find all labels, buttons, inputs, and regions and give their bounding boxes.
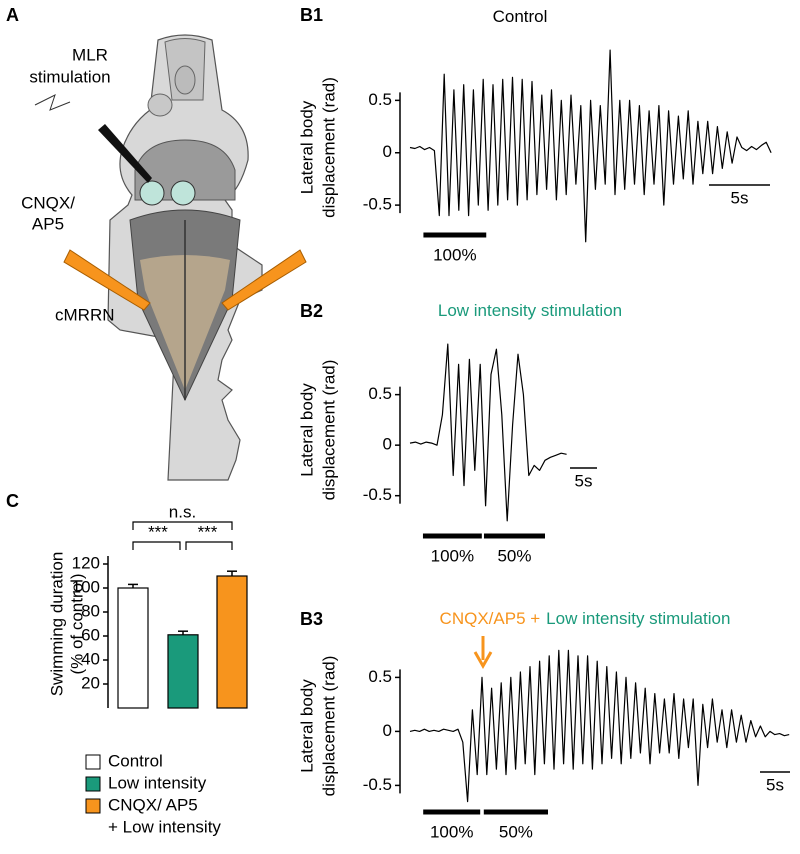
legend-label: Control [108,751,163,770]
y-tick-label: 60 [81,625,100,644]
y-axis-label: displacement (rad) [319,360,338,501]
panel-label: B2 [300,301,323,321]
y-axis-label: displacement (rad) [319,77,338,218]
scale-bar-label: 5s [766,775,784,794]
stimulus-label: 100% [431,546,474,565]
y-tick-label: 100 [72,577,100,596]
panel-title: CNQX/AP5 + Low intensity stimulation [440,609,731,628]
y-axis-label: Swimming duration [47,552,66,697]
bar [117,587,149,709]
y-tick-label: 120 [72,553,100,572]
legend-swatch [85,798,101,814]
panel-label: B1 [300,5,323,25]
y-tick-label: 0 [383,435,392,454]
trace [409,49,772,243]
stimulus-label: 50% [499,822,533,841]
stimulus-label: 100% [433,245,476,264]
diagram-label: AP5 [32,214,64,233]
legend-swatch [85,754,101,770]
diagram-label: stimulation [29,67,110,86]
title-part: CNQX/AP5 + [440,609,541,628]
y-tick-label: 0.5 [368,667,392,686]
significance-bracket [132,541,181,550]
y-tick-label: -0.5 [363,775,392,794]
legend-label: + Low intensity [108,817,221,836]
diagram-label: CNQX/ [21,193,75,212]
scale-bar-label: 5s [575,471,593,490]
y-tick-label: 0.5 [368,90,392,109]
bar [216,575,248,709]
legend-swatch [85,776,101,792]
y-axis-label: Lateral body [297,679,316,773]
legend-label: Low intensity [108,773,207,792]
y-axis-label: Lateral body [297,100,316,194]
significance-label: n.s. [169,502,196,521]
brain-diagram [34,34,307,481]
panel-title: Low intensity stimulation [438,301,622,320]
y-tick-label: 80 [81,601,100,620]
y-tick-label: 0.5 [368,384,392,403]
title-part: Control [493,7,548,26]
panel-title: Control [493,7,548,26]
y-axis-label: displacement (rad) [319,656,338,797]
arrow [473,636,493,670]
stimulus-label: 50% [497,546,531,565]
significance-bracket [132,521,233,530]
title-part: Low intensity stimulation [546,609,730,628]
y-tick-label: -0.5 [363,485,392,504]
title-part: Low intensity stimulation [438,301,622,320]
y-tick-label: 20 [81,673,100,692]
significance-label: *** [148,522,168,541]
panel-label: B3 [300,609,323,629]
trace [409,343,567,522]
significance-bracket [185,541,233,550]
panel-label: A [6,5,19,25]
y-tick-label: 0 [383,142,392,161]
scale-bar-label: 5s [731,188,749,207]
significance-label: *** [198,522,218,541]
stimulus-label: 100% [430,822,473,841]
y-tick-label: 0 [383,721,392,740]
legend-label: CNQX/ AP5 [108,795,198,814]
y-axis-label: (% of control) [67,573,86,674]
y-tick-label: -0.5 [363,195,392,214]
panel-label: C [6,491,19,511]
y-axis-label: Lateral body [297,383,316,477]
diagram-label: MLR [72,45,108,64]
trace [409,649,790,803]
y-tick-label: 40 [81,649,100,668]
diagram-label: cMRRN [55,305,115,324]
bar [167,634,199,709]
